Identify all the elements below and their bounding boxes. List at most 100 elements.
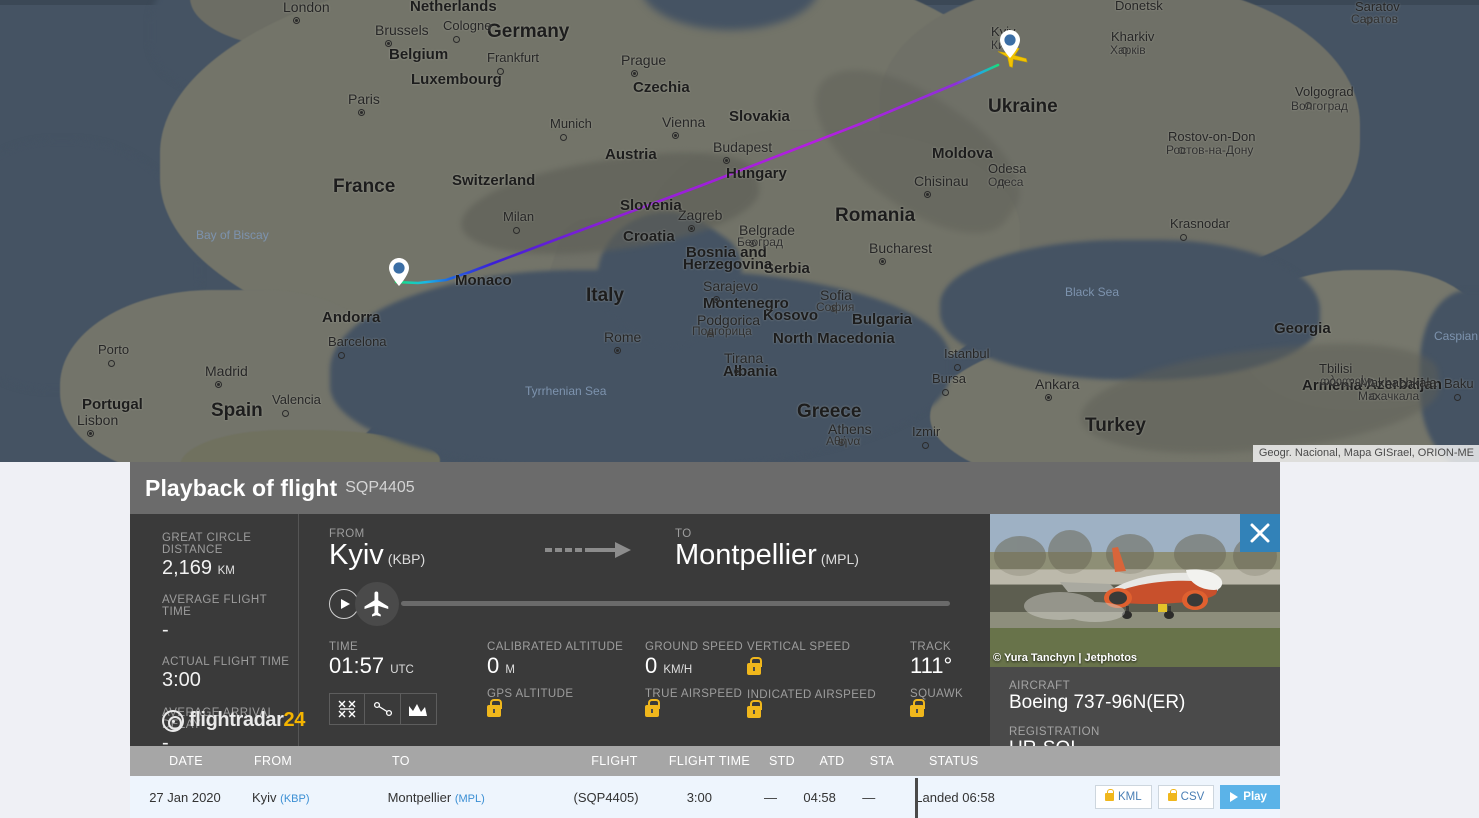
playback-progress-track[interactable]	[355, 581, 950, 626]
metric-altitude-group: CALIBRATED ALTITUDE 0 M GPS ALTITUDE	[487, 641, 645, 725]
logo-text: flightradar24	[189, 709, 306, 731]
map-city-dot	[282, 410, 289, 417]
cell-from[interactable]: Kyiv (KBP)	[251, 789, 310, 805]
map-city-dot	[954, 364, 961, 371]
metric-squawk: SQUAWK	[910, 688, 990, 722]
map-city-dot	[922, 442, 929, 449]
map-marker-origin-kyiv[interactable]	[1000, 30, 1020, 58]
table-header-row: DATE FROM TO FLIGHT FLIGHT TIME STD ATD …	[130, 746, 1280, 776]
stat-label: GREAT CIRCLE DISTANCE	[162, 532, 252, 556]
csv-download-button[interactable]: CSV	[1157, 785, 1215, 809]
flight-history-table: DATE FROM TO FLIGHT FLIGHT TIME STD ATD …	[130, 746, 1280, 818]
metric-unit: M	[505, 663, 515, 676]
route-destination: TO Montpellier (MPL)	[675, 528, 865, 571]
stat-label: AVERAGE FLIGHT TIME	[162, 594, 267, 619]
csv-label: CSV	[1180, 791, 1205, 803]
altitude-chart-icon	[409, 703, 428, 716]
lock-icon	[1167, 789, 1177, 801]
route-from-code: (KBP)	[387, 551, 426, 567]
row-actions: KML CSV Play	[1094, 785, 1280, 809]
row-play-button[interactable]: Play	[1220, 785, 1280, 809]
map-city-dot	[1045, 394, 1052, 401]
route-to-code: (MPL)	[820, 551, 859, 567]
map-city-dot	[879, 258, 886, 265]
lock-icon	[747, 656, 762, 675]
fit-to-screen-button[interactable]	[330, 694, 366, 725]
col-header-std: STD	[768, 754, 796, 768]
map-city-dot	[1178, 147, 1185, 154]
stat-actual-flight-time: ACTUAL FLIGHT TIME 3:00	[162, 656, 298, 692]
kml-download-button[interactable]: KML	[1094, 785, 1152, 809]
map-city-dot	[453, 36, 460, 43]
col-header-from: FROM	[254, 754, 293, 768]
playback-slider-row	[329, 581, 990, 626]
metric-label: SQUAWK	[910, 688, 964, 701]
metric-label: INDICATED AIRSPEED	[747, 688, 877, 701]
map-attribution: Geogr. Nacional, Mapa GISrael, ORION-ME	[1252, 445, 1479, 462]
aircraft-photo-illustration	[990, 514, 1280, 667]
map-city-dot	[338, 352, 345, 359]
stat-value: 3:00	[162, 669, 201, 692]
map-city-dot	[560, 134, 567, 141]
logo-number: 24	[283, 709, 306, 731]
close-button[interactable]	[1240, 514, 1280, 552]
radar-icon	[162, 709, 184, 732]
map-city-dot	[713, 296, 720, 303]
stat-label: ACTUAL FLIGHT TIME	[162, 656, 290, 669]
metric-value: 0 KM/H	[645, 652, 693, 678]
lock-icon	[1104, 789, 1114, 801]
map-city-dot	[1329, 379, 1336, 386]
cell-flight-time: 3:00	[686, 789, 713, 805]
stat-average-flight-time: AVERAGE FLIGHT TIME -	[162, 594, 298, 642]
flight-metrics-row: TIME 01:57 UTC	[329, 640, 990, 726]
metric-label: GROUND SPEED	[645, 640, 744, 653]
play-triangle-icon	[341, 598, 350, 609]
map-city-dot	[723, 157, 730, 164]
photo-credit: © Yura Tanchyn | Jetphotos	[993, 652, 1138, 664]
table-row[interactable]: 27 Jan 2020 Kyiv (KBP) Montpellier (MPL)…	[130, 776, 1280, 818]
stat-great-circle-distance: GREAT CIRCLE DISTANCE 2,169 KM	[162, 532, 298, 580]
lock-icon	[487, 699, 502, 718]
metric-label: VERTICAL SPEED	[747, 640, 851, 653]
registration-label: REGISTRATION	[1009, 725, 1100, 738]
map-city-dot	[631, 70, 638, 77]
map-city-dot	[830, 305, 837, 312]
metric-true-airspeed: TRUE AIRSPEED	[645, 688, 747, 722]
cell-to-code: (MPL)	[454, 792, 485, 805]
map-city-dot	[385, 40, 392, 47]
metric-gps-altitude: GPS ALTITUDE	[487, 688, 645, 722]
map-city-dot	[1305, 102, 1312, 109]
playback-panel: Playback of flight SQP4405 GREAT CIRCLE …	[130, 462, 1280, 805]
lock-icon	[910, 699, 925, 718]
metric-value	[747, 653, 910, 680]
kml-label: KML	[1117, 791, 1142, 803]
cell-to[interactable]: Montpellier (MPL)	[387, 789, 485, 805]
map-marker-destination-montpellier[interactable]	[389, 258, 409, 286]
route-path-icon	[373, 702, 392, 717]
map-city-dot	[749, 240, 756, 247]
metric-track-group: TRACK 111° SQUAWK	[910, 641, 990, 725]
table-row-divider	[915, 778, 918, 818]
route-from-city: Kyiv (KBP)	[329, 539, 426, 571]
route-from-label: FROM	[329, 528, 365, 540]
metric-label: TRACK	[910, 640, 951, 653]
aircraft-photo: © Yura Tanchyn | Jetphotos	[990, 514, 1280, 667]
flight-map[interactable]: Germany Belgium Czechia Slovakia France Switz…	[0, 0, 1479, 462]
stat-unit: KM	[217, 565, 235, 577]
cell-sta: —	[862, 789, 876, 805]
cell-flight[interactable]: (SQP4405)	[573, 789, 639, 805]
stat-value: 2,169 KM	[162, 557, 235, 579]
metric-unit: UTC	[390, 663, 414, 676]
metric-value: 0 M	[487, 652, 515, 678]
flightradar24-logo[interactable]: flightradar24	[162, 709, 305, 732]
playback-slider-handle[interactable]	[355, 581, 399, 626]
panel-body: GREAT CIRCLE DISTANCE 2,169 KM AVERAGE F…	[130, 514, 1280, 805]
metric-value: 111°	[910, 652, 953, 678]
aircraft-type-value: Boeing 737-96N(ER)	[1009, 692, 1186, 713]
lock-icon	[747, 699, 762, 718]
metric-label: GPS ALTITUDE	[487, 688, 574, 701]
altitude-chart-button[interactable]	[401, 694, 436, 724]
page-title: Playback of flight	[145, 474, 338, 501]
map-city-dot	[1365, 17, 1372, 24]
route-path-button[interactable]	[365, 694, 401, 725]
